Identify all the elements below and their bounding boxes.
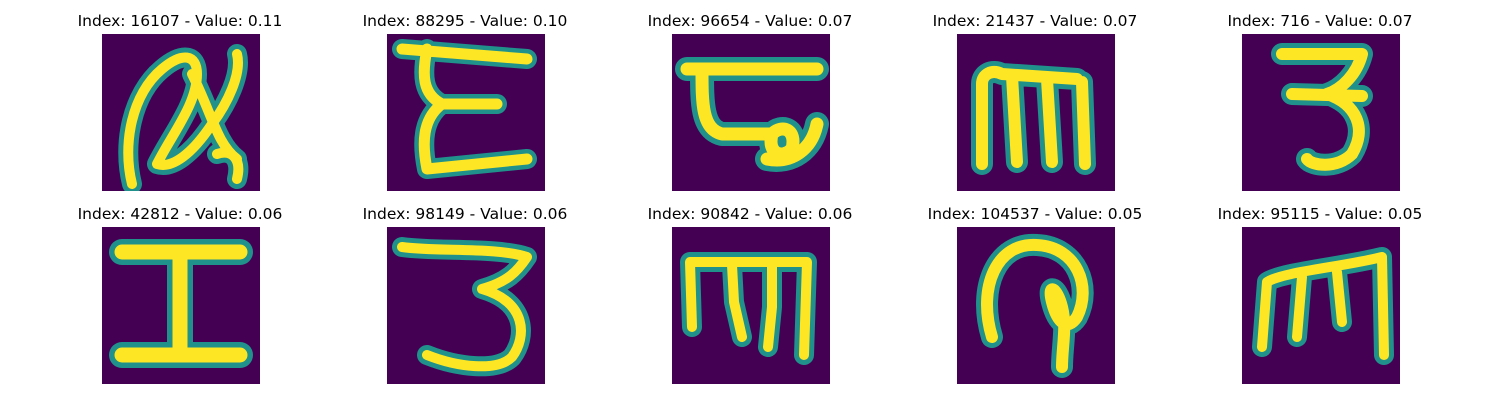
panel-title: Index: 104537 - Value: 0.05 — [927, 205, 1143, 223]
panel-title: Index: 96654 - Value: 0.07 — [647, 12, 853, 30]
panel-title: Index: 95115 - Value: 0.05 — [1217, 205, 1423, 223]
panel-title: Index: 21437 - Value: 0.07 — [932, 12, 1138, 30]
panel-title: Index: 716 - Value: 0.07 — [1227, 12, 1413, 30]
glyph-image-script-a — [102, 34, 260, 191]
glyph-image-m — [672, 227, 830, 384]
panel-title: Index: 16107 - Value: 0.11 — [77, 12, 283, 30]
glyph-image-m — [1242, 227, 1400, 384]
glyph-image-m — [957, 34, 1115, 191]
panel-title: Index: 90842 - Value: 0.06 — [647, 205, 853, 223]
panel-title: Index: 88295 - Value: 0.10 — [362, 12, 568, 30]
glyph-image-capital-i — [102, 227, 260, 384]
glyph-image-hook-p — [957, 227, 1115, 384]
panel-title: Index: 42812 - Value: 0.06 — [77, 205, 283, 223]
panel-title: Index: 98149 - Value: 0.06 — [362, 205, 568, 223]
glyph-image-epsilon — [387, 34, 545, 191]
glyph-image-tau-like — [672, 34, 830, 191]
glyph-image-three — [387, 227, 545, 384]
glyph-image-three — [1242, 34, 1400, 191]
